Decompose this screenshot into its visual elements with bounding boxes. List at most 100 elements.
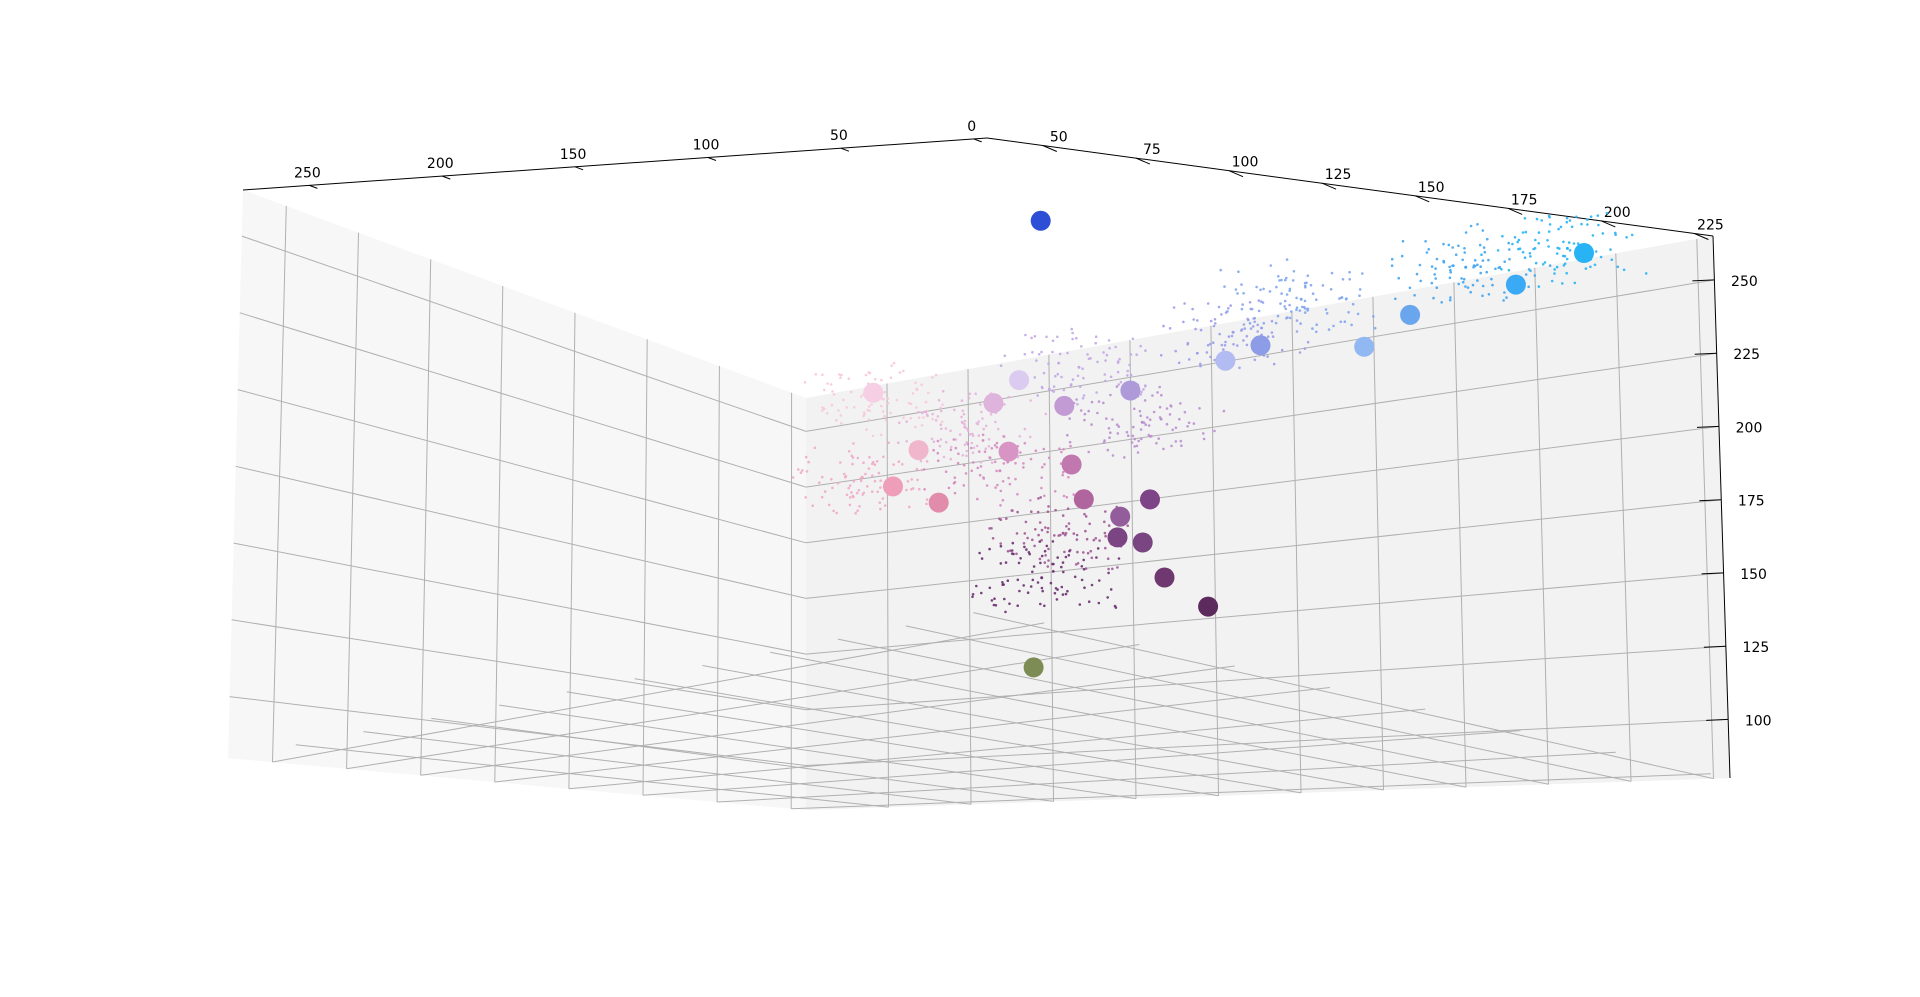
small-point (1125, 430, 1129, 434)
small-point (1501, 234, 1504, 238)
small-point (821, 406, 824, 409)
small-point (988, 586, 992, 590)
small-point (1284, 278, 1287, 282)
small-point (988, 456, 992, 460)
small-point (868, 371, 872, 375)
left-pane (228, 190, 806, 810)
small-point (1040, 554, 1044, 558)
small-point (811, 504, 814, 508)
small-point (1274, 321, 1278, 325)
small-point (1565, 220, 1569, 224)
small-point (1158, 385, 1161, 389)
small-point (1315, 330, 1318, 334)
small-point (1306, 274, 1310, 278)
large-point (1198, 596, 1219, 617)
small-point (1586, 218, 1589, 221)
small-point (1390, 264, 1394, 268)
small-point (924, 400, 928, 404)
small-point (870, 403, 873, 406)
small-point (1485, 270, 1488, 274)
small-point (1046, 530, 1049, 534)
y-tick-mark (1601, 220, 1616, 228)
small-point (1047, 456, 1051, 460)
small-point (1084, 529, 1087, 533)
small-point (1479, 265, 1482, 269)
small-point (1243, 327, 1247, 330)
small-point (1011, 541, 1015, 545)
small-point (968, 433, 972, 436)
large-point (928, 492, 949, 513)
small-point (1238, 366, 1241, 370)
small-point (1469, 290, 1472, 294)
small-point (1107, 567, 1110, 571)
small-point (1433, 273, 1436, 276)
small-point (1015, 552, 1018, 556)
small-point (1037, 533, 1040, 537)
small-point (1047, 547, 1050, 551)
small-point (971, 451, 975, 455)
small-point (1060, 565, 1063, 569)
small-point (1220, 343, 1224, 347)
small-point (922, 416, 925, 419)
small-point (1061, 473, 1064, 477)
small-point (1029, 399, 1032, 402)
small-point (1187, 358, 1191, 361)
small-point (1449, 296, 1452, 299)
small-point (936, 415, 940, 418)
small-point (1508, 248, 1511, 251)
small-point (1351, 302, 1355, 306)
small-point (925, 498, 929, 501)
small-point (976, 497, 979, 501)
small-point (1186, 341, 1190, 345)
large-point (1107, 527, 1128, 548)
small-point (829, 383, 833, 386)
small-point (1033, 335, 1037, 338)
small-point (1259, 288, 1262, 292)
small-point (1080, 565, 1084, 568)
small-point (1266, 335, 1270, 339)
small-point (1356, 312, 1360, 316)
small-point (1098, 539, 1101, 542)
large-point (983, 393, 1004, 414)
small-point (970, 441, 974, 445)
small-point (1106, 596, 1109, 599)
small-point (926, 414, 929, 418)
small-point (1023, 532, 1027, 535)
small-point (1066, 507, 1070, 511)
z-tick-label: 250 (1731, 274, 1758, 290)
small-point (1113, 604, 1117, 608)
small-point (1103, 373, 1107, 376)
small-point (1256, 330, 1259, 333)
small-point (987, 445, 991, 448)
small-point (831, 486, 834, 490)
small-point (1026, 536, 1029, 540)
small-point (1019, 451, 1022, 454)
small-point (927, 391, 930, 395)
small-point (1001, 498, 1005, 502)
small-point (1115, 385, 1119, 388)
small-point (1476, 263, 1479, 267)
small-point (1373, 326, 1377, 330)
grid-line-z-left (239, 312, 807, 488)
small-point (1006, 579, 1010, 582)
small-point (1440, 301, 1443, 304)
small-point (1576, 242, 1580, 245)
small-point (1246, 317, 1249, 321)
grid-line-x-floor (837, 638, 1549, 785)
small-point (1157, 437, 1160, 440)
small-point (1051, 350, 1054, 354)
small-point (1017, 561, 1021, 565)
small-point (850, 390, 853, 394)
small-point (1036, 581, 1040, 584)
small-point (1565, 271, 1568, 275)
small-point (1081, 396, 1085, 400)
small-point (981, 417, 984, 420)
small-point (1057, 361, 1060, 365)
y-tick-mark (1321, 182, 1337, 190)
small-point (1285, 258, 1289, 261)
x-tick-label: 150 (560, 147, 587, 163)
small-point (1144, 349, 1147, 352)
small-point (1062, 570, 1065, 574)
small-point (965, 449, 969, 453)
small-point (881, 497, 885, 500)
